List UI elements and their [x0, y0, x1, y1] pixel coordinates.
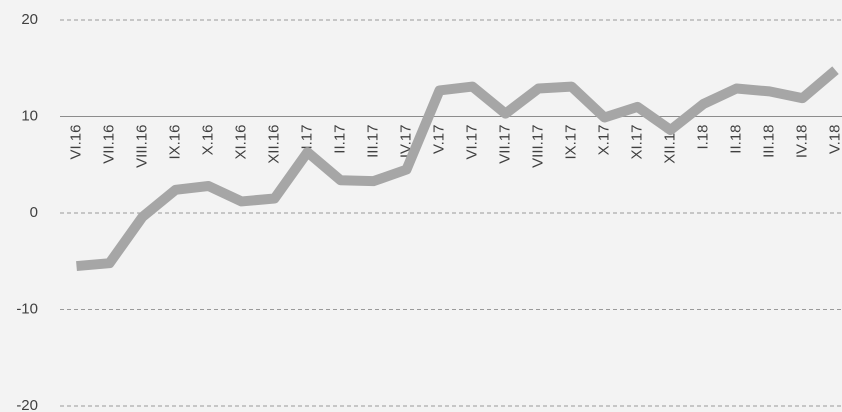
y-tick-label: -20 [16, 397, 38, 412]
y-tick-label: 20 [21, 11, 38, 28]
x-tick-label: VI.17 [463, 125, 480, 160]
x-tick-label: VII.16 [100, 125, 117, 164]
y-tick-label: -10 [16, 300, 38, 317]
x-tick-label: IX.17 [562, 125, 579, 160]
x-tick-label: II.17 [331, 125, 348, 154]
x-tick-label: I.18 [694, 125, 711, 150]
x-tick-label: XII.16 [265, 125, 282, 164]
x-tick-label: I.17 [298, 125, 315, 150]
x-tick-label: III.17 [364, 125, 381, 158]
x-tick-label: XI.16 [232, 125, 249, 160]
x-tick-label: VI.16 [67, 125, 84, 160]
y-tick-label: 0 [30, 204, 38, 221]
chart: -20 -10 0 10 20 VI.16 VII.16 VIII.16 IX.16 X.16 XI… [0, 0, 842, 412]
x-tick-label: V.18 [826, 125, 842, 154]
background [0, 0, 842, 412]
x-tick-label: X.16 [199, 125, 216, 156]
x-tick-label: X.17 [595, 125, 612, 156]
x-tick-label: VIII.16 [133, 125, 150, 168]
x-tick-label: VII.17 [496, 125, 513, 164]
x-tick-label: IX.16 [166, 125, 183, 160]
x-tick-label: IV.18 [793, 125, 810, 159]
x-tick-label: V.17 [430, 125, 447, 154]
x-tick-label: II.18 [727, 125, 744, 154]
page: {"chart_data": {"type": "line", "categor… [0, 0, 842, 412]
x-tick-label: III.18 [760, 125, 777, 158]
x-tick-label: XI.17 [628, 125, 645, 160]
y-tick-label: 10 [21, 107, 38, 124]
x-tick-label: VIII.17 [529, 125, 546, 168]
